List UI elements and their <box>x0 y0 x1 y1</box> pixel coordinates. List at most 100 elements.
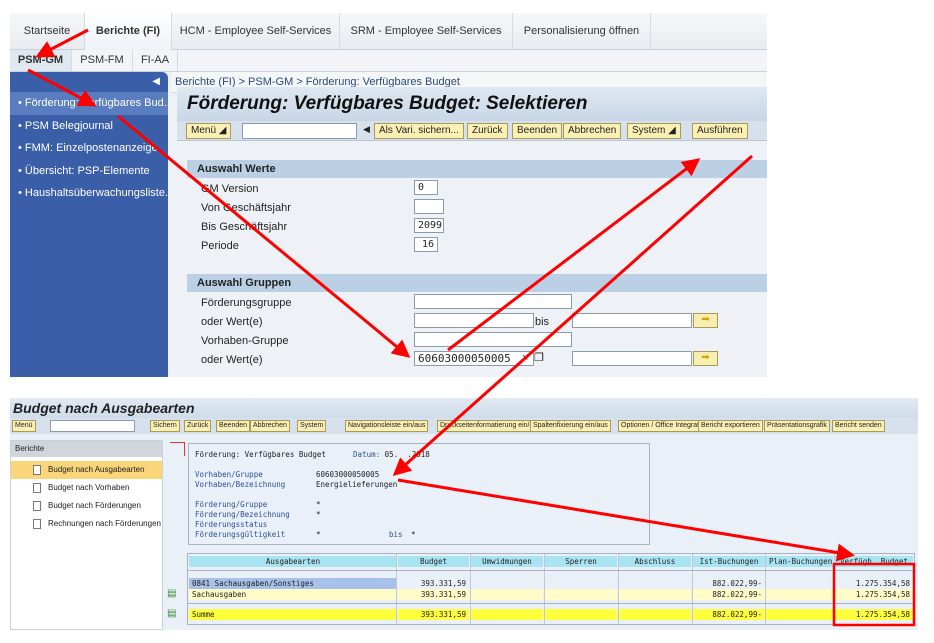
toolbar-button[interactable]: Bericht exportieren <box>698 420 763 432</box>
report-nav-item[interactable]: Budget nach Vorhaben <box>11 479 162 497</box>
subtab-psm-fm[interactable]: PSM-FM <box>72 50 133 71</box>
toolbar-button[interactable]: Spaltenfixierung ein/aus <box>530 420 611 432</box>
column-divider <box>692 554 693 624</box>
toolbar-button[interactable]: Beenden <box>216 420 251 432</box>
back-button[interactable]: Zurück <box>467 123 508 139</box>
funding-from-input[interactable] <box>414 313 534 328</box>
tab-personalisierung[interactable]: Personalisierung öffnen <box>513 13 651 50</box>
row-icon[interactable]: ▤ <box>167 588 177 599</box>
project-group-input[interactable] <box>414 332 572 347</box>
table-cell: 1.275.354,58 <box>835 589 913 600</box>
field-label: Förderungsgruppe <box>201 297 292 309</box>
exit-button[interactable]: Beenden <box>512 123 563 139</box>
annotation-arrow <box>35 28 89 58</box>
column-divider <box>470 554 471 624</box>
from-year-input[interactable] <box>414 199 444 214</box>
gm-version-input[interactable]: 0 <box>414 180 438 195</box>
annotation-arrow <box>27 68 97 107</box>
top-tab-bar: Startseite Berichte (FI) HCM - Employee … <box>10 13 767 51</box>
document-icon <box>33 483 41 493</box>
save-variant-button[interactable]: Als Vari. sichern... <box>374 123 464 139</box>
report-nav-item[interactable]: Budget nach Förderungen <box>11 497 162 515</box>
nav-item[interactable]: • Übersicht: PSP-Elemente <box>18 164 150 177</box>
column-header[interactable]: Abschluss <box>619 556 691 567</box>
funding-group-input[interactable] <box>414 294 572 309</box>
column-divider <box>544 554 545 624</box>
column-header[interactable]: Verfügb. Budget <box>835 556 913 567</box>
multiple-selection-icon[interactable]: ➡ <box>693 313 718 328</box>
report-title: Budget nach Ausgabearten <box>10 398 918 418</box>
field-label: GM Version <box>201 183 259 195</box>
document-icon <box>33 465 41 475</box>
project-value-input[interactable]: 60603000050005 <box>414 351 534 366</box>
tab-srm[interactable]: SRM - Employee Self-Services <box>340 13 513 50</box>
collapse-icon[interactable]: ◀ <box>152 76 160 87</box>
detail-navigation: ◀ • Förderung: Verfügbares Bud... • PSM … <box>10 72 168 377</box>
table-cell: Sachausgaben <box>189 589 397 600</box>
field-label: Periode <box>201 240 239 252</box>
tab-hcm[interactable]: HCM - Employee Self-Services <box>172 13 340 50</box>
system-button[interactable]: System ◢ <box>627 123 681 139</box>
to-year-input[interactable]: 2099 <box>414 218 444 233</box>
toolbar-button[interactable]: Sichern <box>150 420 180 432</box>
row-divider <box>188 603 914 604</box>
column-header[interactable]: Plan-Buchungen <box>766 556 833 567</box>
toolbar-button[interactable]: Bericht senden <box>832 420 885 432</box>
tab-berichte[interactable]: Berichte (FI) <box>85 13 172 51</box>
nav-item[interactable]: • PSM Belegjournal <box>18 119 113 132</box>
report-nav-item[interactable]: Rechnungen nach Förderungen <box>11 515 162 533</box>
report-table: Ausgabearten Budget Umwidmungen Sperren Absc… <box>187 553 915 625</box>
column-header[interactable]: Budget <box>398 556 469 567</box>
column-header[interactable]: Sperren <box>545 556 617 567</box>
period-input[interactable]: 16 <box>414 237 438 252</box>
funding-to-input[interactable] <box>572 313 692 328</box>
field-label: Bis Geschäftsjahr <box>201 221 288 233</box>
toolbar-button[interactable]: Zurück <box>184 420 212 432</box>
nav-item-label: Haushaltsüberwachungsliste... <box>24 187 168 199</box>
toolbar-button[interactable]: Navigationsleiste ein/aus <box>345 420 429 432</box>
command-field[interactable] <box>242 123 357 139</box>
nav-header: Berichte <box>11 441 162 457</box>
sub-tab-bar: PSM-GM PSM-FM FI-AA <box>10 50 767 72</box>
column-divider <box>618 554 619 624</box>
toolbar-button[interactable]: Präsentationsgrafik <box>764 420 830 432</box>
summary-cell: 1.275.354,58 <box>835 609 913 620</box>
table-cell: 0841 Sachausgaben/Sonstiges <box>189 578 397 589</box>
column-divider <box>765 554 766 624</box>
toolbar-button[interactable]: System <box>297 420 327 432</box>
annotation-arrow <box>447 158 701 352</box>
command-field[interactable] <box>50 420 135 432</box>
table-cell: 882.022,99- <box>712 579 762 588</box>
table-cell: 1.275.354,58 <box>855 579 910 588</box>
summary-cell: Summe <box>189 609 397 620</box>
multiple-selection-icon[interactable]: ➡ <box>693 351 718 366</box>
summary-cell: 393.331,59 <box>398 609 469 620</box>
column-header[interactable]: Ist-Buchungen <box>693 556 765 567</box>
summary-cell: 882.022,99- <box>693 609 765 620</box>
nav-item-label: Übersicht: PSP-Elemente <box>24 164 150 177</box>
subtab-fi-aa[interactable]: FI-AA <box>133 50 178 71</box>
toolbar-button[interactable]: Abbrechen <box>250 420 290 432</box>
execute-button[interactable]: Ausführen <box>692 123 748 139</box>
menu-button[interactable]: Menü ◢ <box>186 123 232 139</box>
report-nav-item[interactable]: Budget nach Ausgabearten <box>11 461 162 479</box>
toolbar-button[interactable]: Menü <box>12 420 36 432</box>
nav-item[interactable]: • FMM: Einzelpostenanzeige <box>18 142 158 154</box>
column-header[interactable]: Umwidmungen <box>471 556 543 567</box>
summary-cell <box>545 609 617 620</box>
toolbar: Menü ◢ ◀ Als Vari. sichern... Zurück Bee… <box>177 121 767 141</box>
section-header: Auswahl Werte <box>187 160 767 178</box>
document-icon <box>33 501 41 511</box>
annotation-arrow <box>397 478 855 562</box>
annotation-arrow <box>392 154 753 476</box>
row-divider <box>188 570 914 571</box>
copy-icon[interactable]: ❐ <box>534 352 544 364</box>
cancel-button[interactable]: Abbrechen <box>563 123 622 139</box>
summary-cell <box>619 609 691 620</box>
nav-item[interactable]: • Haushaltsüberwachungsliste... <box>10 182 168 205</box>
column-header[interactable]: Ausgabearten <box>189 556 397 567</box>
page-title: Förderung: Verfügbares Budget: Selektier… <box>177 87 767 121</box>
project-to-input[interactable] <box>572 351 692 366</box>
row-icon[interactable]: ▤ <box>167 608 177 619</box>
table-cell: 393.331,59 <box>398 589 469 600</box>
